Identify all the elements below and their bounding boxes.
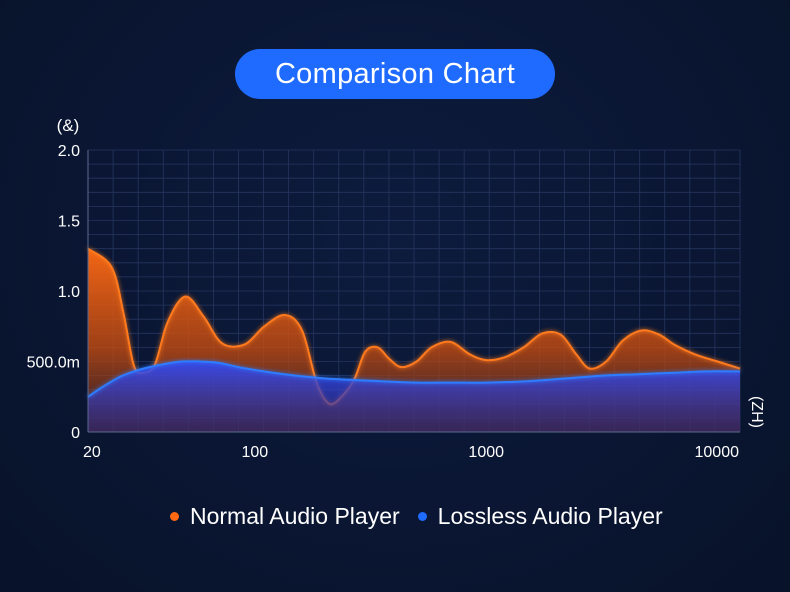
y-tick-label: 1.0 [58, 284, 80, 301]
y-tick-label: 1.5 [58, 214, 80, 231]
x-axis-label: (ZH) [748, 396, 765, 428]
series-line-normal [87, 247, 741, 406]
y-tick-label: 2.0 [58, 143, 80, 160]
legend: Normal Audio Player Lossless Audio Playe… [170, 503, 681, 530]
x-tick-label: 10000 [695, 444, 740, 461]
legend-dot-lossless-icon [417, 512, 427, 521]
legend-label-normal: Normal Audio Player [190, 503, 400, 529]
legend-item-normal[interactable]: Normal Audio Player [170, 503, 400, 530]
y-tick-label: 0 [71, 425, 80, 442]
legend-item-lossless[interactable]: Lossless Audio Player [417, 503, 663, 530]
series-layer [87, 247, 741, 432]
legend-dot-normal-icon [170, 512, 179, 521]
y-tick-label: 500.0m [27, 355, 80, 372]
x-tick-label: 100 [242, 444, 269, 461]
legend-label-lossless: Lossless Audio Player [437, 503, 663, 529]
y-axis-label: (&) [57, 116, 80, 135]
tick-labels: 0 500.0m 1.0 1.5 2.0 20 100 1000 10000 [27, 143, 739, 461]
axes [87, 150, 740, 433]
x-tick-label: 1000 [468, 444, 504, 461]
series-area-lossless [88, 361, 740, 432]
x-tick-label: 20 [83, 444, 101, 461]
series-line-lossless [87, 360, 741, 398]
chart-title: Comparison Chart [235, 49, 555, 99]
